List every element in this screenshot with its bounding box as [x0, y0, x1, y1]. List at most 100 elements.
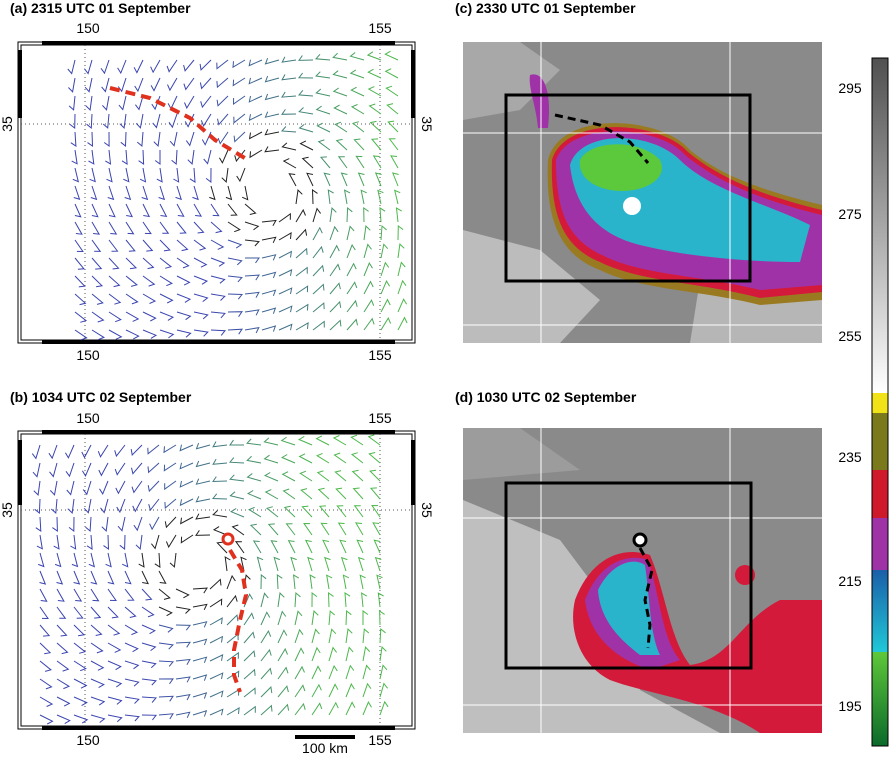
wind-barb	[339, 539, 347, 554]
wind-barb	[201, 131, 212, 146]
wind-barb	[141, 588, 153, 601]
wind-barb	[267, 523, 279, 536]
wind-barb	[159, 257, 173, 269]
wind-barb	[264, 75, 280, 83]
wind-barb	[342, 574, 350, 590]
wind-barb	[278, 287, 293, 295]
wind-barb	[176, 311, 192, 321]
wind-barb	[138, 149, 145, 165]
wind-barb	[100, 59, 110, 75]
wind-barb	[363, 317, 375, 331]
wind-barb	[315, 88, 331, 97]
wind-barb	[230, 508, 245, 518]
wind-barb	[281, 56, 297, 63]
wind-barb	[209, 672, 224, 680]
wind-barb	[39, 606, 49, 620]
wind-barb	[180, 516, 194, 525]
wind-barb	[281, 74, 297, 81]
wind-barb	[311, 683, 322, 698]
wind-barb	[244, 291, 260, 298]
wind-barb	[152, 113, 161, 129]
wind-barb	[390, 155, 399, 169]
wind-barb	[278, 212, 291, 223]
satellite-image-d	[463, 428, 822, 733]
lat-label: 35	[419, 116, 435, 132]
wind-barb	[281, 142, 297, 151]
wind-barb	[256, 556, 264, 572]
wind-barb	[124, 570, 132, 585]
track	[228, 548, 249, 693]
wind-barb	[312, 320, 325, 331]
wind-barb	[212, 441, 228, 448]
wind-barb	[64, 444, 75, 459]
wind-barb	[397, 279, 407, 295]
wind-barb	[49, 480, 58, 496]
wind-barb	[142, 329, 158, 339]
wind-barb	[166, 59, 178, 73]
wind-barb	[244, 274, 260, 281]
wind-barb	[158, 713, 174, 720]
wind-barb	[139, 167, 147, 183]
colorbar-label: 215	[838, 573, 862, 589]
panel-a-frame	[17, 41, 416, 344]
wind-barb	[91, 203, 99, 218]
wind-barb	[362, 682, 372, 698]
wind-barb	[193, 239, 207, 251]
wind-barb	[397, 261, 406, 277]
wind-barb	[141, 185, 149, 201]
wind-barb	[311, 665, 322, 680]
wind-barb	[277, 610, 287, 626]
wind-barb	[56, 624, 68, 637]
wind-barb	[142, 275, 156, 287]
wind-barb	[374, 172, 382, 187]
wind-barb	[56, 696, 71, 707]
wind-barb	[363, 299, 375, 313]
wind-barb	[158, 642, 174, 650]
wind-barb	[158, 588, 171, 600]
wind-barb	[363, 207, 369, 223]
wind-barb	[74, 275, 86, 288]
wind-barb	[306, 172, 314, 187]
wind-barb	[131, 462, 143, 475]
wind-barb	[298, 72, 314, 79]
wind-barb	[193, 275, 209, 285]
wind-barb	[187, 149, 195, 165]
wind-barb	[192, 587, 208, 594]
wind-barb	[327, 189, 334, 205]
wind-barb	[345, 701, 356, 716]
wind-barb	[328, 664, 338, 680]
wind-barb	[243, 612, 255, 626]
wind-barb	[107, 624, 121, 636]
wind-barb	[167, 95, 178, 110]
wind-barb	[328, 646, 337, 662]
wind-barb	[261, 236, 277, 244]
track	[109, 86, 250, 162]
wind-barb	[340, 556, 348, 572]
wind-barb	[125, 311, 140, 322]
panel-b-frame	[17, 430, 416, 730]
wind-barb	[260, 592, 269, 608]
wind-barb	[360, 189, 367, 205]
wind-barb	[298, 107, 314, 115]
wind-barb	[70, 131, 77, 147]
wind-barb	[233, 113, 246, 124]
wind-barb	[67, 59, 76, 75]
wind-barb	[225, 185, 233, 201]
wind-barb	[210, 221, 223, 234]
wind-barb	[227, 311, 243, 317]
wind-barb	[105, 149, 112, 165]
wind-barb	[125, 221, 135, 235]
wind-barb	[169, 552, 177, 568]
wind-barb	[74, 311, 88, 323]
wind-barb	[278, 323, 293, 331]
wind-barb	[304, 539, 313, 554]
wind-barb	[108, 239, 119, 252]
wind-barb	[193, 293, 209, 302]
wind-barb	[50, 498, 58, 515]
wind-barb	[299, 140, 314, 151]
wind-barb	[283, 505, 296, 518]
wind-barb	[176, 239, 189, 252]
panel-title: (d) 1030 UTC 02 September	[455, 389, 637, 405]
wind-barb	[379, 610, 385, 626]
wind-barb	[346, 318, 358, 331]
